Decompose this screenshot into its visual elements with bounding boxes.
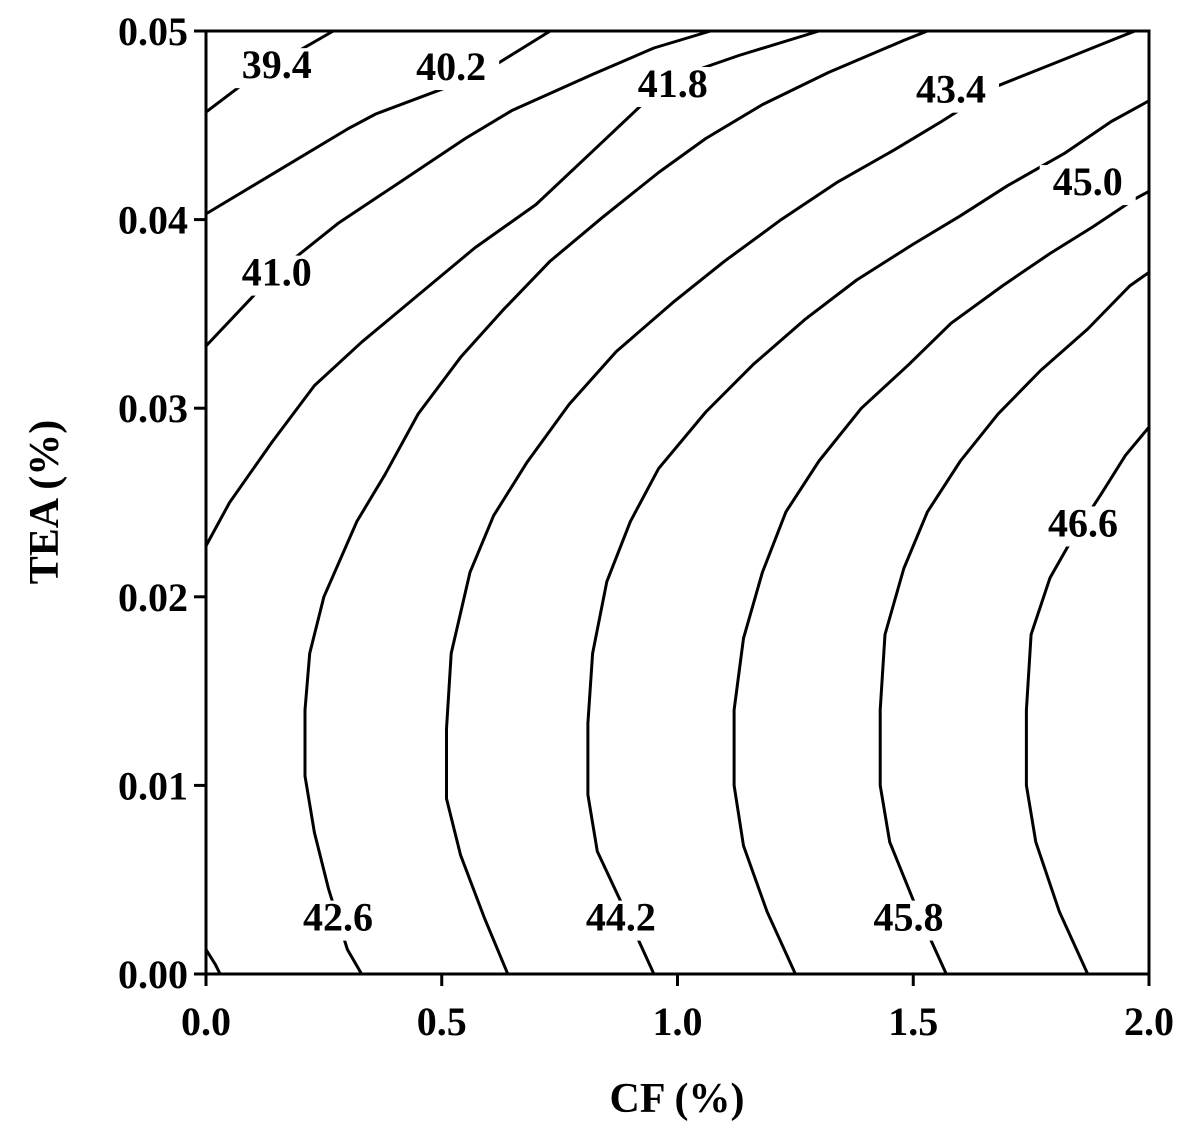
y-tick-label: 0.00 [118,952,188,997]
x-tick-label: 0.0 [181,999,231,1044]
contour-label-42.6: 42.6 [303,895,373,940]
x-tick-label: 1.5 [888,999,938,1044]
contour-label-bg [228,48,325,89]
contour-lines [204,29,1151,976]
contour-label-bg [1034,506,1131,547]
contour-line-45.0 [732,189,1151,976]
contour-label-bg [1039,165,1136,206]
contour-label-40.2: 40.2 [416,44,486,89]
contour-label-bg [572,900,669,941]
contour-label-bg [290,900,387,941]
contour-label-bg [902,72,999,113]
x-axis-title: CF (%) [610,1076,745,1122]
contour-line-46.6 [1024,425,1151,976]
contour-label-41.8: 41.8 [638,61,708,106]
y-tick-label: 0.02 [118,575,188,620]
x-tick-label: 1.0 [653,999,703,1044]
contour-line-45.8 [878,270,1151,976]
contour-label-44.2: 44.2 [586,895,656,940]
contour-label-45.8: 45.8 [874,895,944,940]
y-tick-label: 0.05 [118,9,188,54]
y-axis-title: TEA (%) [22,420,68,585]
contour-label-bg [624,67,721,108]
y-tick-label: 0.04 [118,198,188,243]
plot-frame [204,29,1151,976]
contour-label-41.0: 41.0 [242,250,312,295]
x-tick-label: 2.0 [1124,999,1174,1044]
y-tick-label: 0.03 [118,386,188,431]
y-tick-label: 0.01 [118,763,188,808]
contour-line-44.2 [586,99,1151,976]
contour-label-bg [403,50,500,91]
x-tick-label: 0.5 [417,999,467,1044]
contour-label-bg [860,900,957,941]
contour-label-45.0: 45.0 [1053,159,1123,204]
contour-label-43.4: 43.4 [916,67,986,112]
contour-labels: 39.4 40.2 41.0 41.8 42.6 43.4 44.2 45.0 45.8 46.6 [228,42,1136,941]
contour-label-46.6: 46.6 [1048,500,1118,545]
contour-label-39.4: 39.4 [242,42,312,87]
contour-line-42.6 [204,29,929,976]
axis-ticks: 0.0 0.5 1.0 1.5 2.0 0.00 0.01 0.02 0.03 0.04 0.05 [118,9,1174,1044]
contour-label-bg [228,255,325,296]
